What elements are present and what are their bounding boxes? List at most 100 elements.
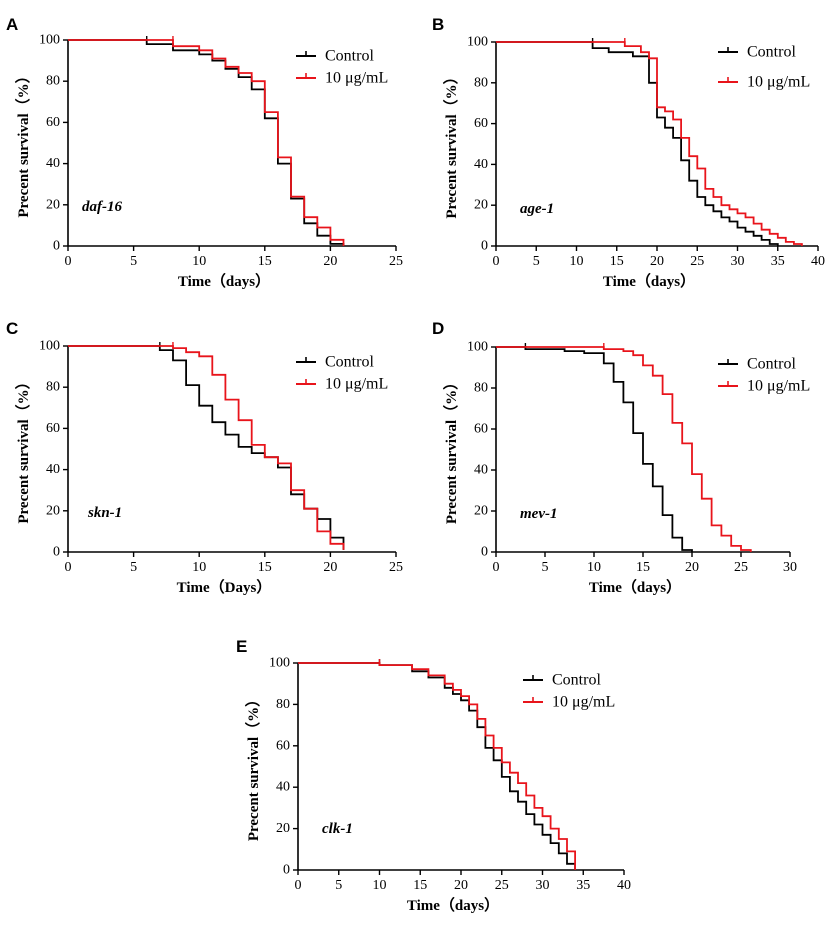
x-tick-label: 25 [389,560,403,575]
x-tick-label: 5 [542,560,549,575]
y-axis-title: Precent survival（%） [442,69,460,218]
y-tick-label: 20 [474,198,488,213]
legend-label: 10 μg/mL [747,378,810,395]
y-tick-label: 20 [46,503,60,518]
panel-a: A 0 20 40 60 80 100 0 5 10 15 20 25 Time（days） Precent… [6,15,403,290]
y-tick-label: 80 [474,75,488,90]
y-tick-label: 100 [269,656,290,671]
x-axis-title: Time（days） [407,896,499,914]
x-tick-label: 5 [335,878,342,893]
series-treatment-line [68,39,345,246]
x-tick-label: 25 [495,878,509,893]
legend: Control 10 μg/mL [718,356,810,395]
x-tick-label: 30 [731,254,745,269]
y-axis-title: Precent survival（%） [14,374,32,523]
x-tick-label: 15 [258,254,272,269]
gene-label: clk-1 [322,821,353,837]
y-axis-title: Precent survival（%） [244,692,262,841]
y-tick-label: 100 [467,340,488,355]
x-tick-label: 10 [373,878,387,893]
panel-label-c: C [6,319,18,338]
y-tick-label: 40 [474,463,488,478]
y-tick-label: 20 [46,197,60,212]
gene-label: age-1 [520,201,554,217]
x-tick-label: 20 [323,254,337,269]
legend-label: 10 μg/mL [325,376,388,393]
series-control-line [68,39,345,246]
panel-b: B 0 20 40 60 80 100 0 5 10 15 20 25 30 35 40 Time（days） P… [432,15,825,290]
y-tick-label: 0 [481,545,488,560]
x-tick-label: 0 [493,254,500,269]
gene-label: daf-16 [82,199,122,215]
x-axis-title: Time（Days） [177,578,272,596]
legend-label: Control [747,356,796,373]
x-tick-label: 10 [192,560,206,575]
x-tick-label: 5 [130,560,137,575]
y-tick-label: 20 [276,821,290,836]
x-tick-label: 10 [587,560,601,575]
series-treatment-line [298,662,576,870]
y-tick-label: 20 [474,504,488,519]
panel-label-b: B [432,15,444,34]
y-tick-label: 40 [474,157,488,172]
legend-label: Control [552,672,601,689]
series-treatment-line [496,346,752,552]
y-tick-label: 100 [39,339,60,354]
x-tick-label: 25 [690,254,704,269]
x-tick-label: 15 [636,560,650,575]
y-tick-label: 80 [46,74,60,89]
y-tick-label: 60 [474,116,488,131]
y-tick-label: 100 [467,35,488,50]
y-tick-label: 100 [39,33,60,48]
x-tick-label: 35 [771,254,785,269]
legend-label: 10 μg/mL [325,70,388,87]
y-tick-label: 0 [481,239,488,254]
x-axis-title: Time（days） [603,272,695,290]
legend: Control 10 μg/mL [523,672,615,711]
x-tick-label: 20 [454,878,468,893]
gene-label: mev-1 [520,506,557,522]
y-tick-label: 80 [474,381,488,396]
x-tick-label: 0 [295,878,302,893]
legend-label: 10 μg/mL [747,74,810,91]
panel-label-d: D [432,319,444,338]
series-treatment-line [68,345,345,550]
series-control-line [496,41,779,246]
y-tick-label: 60 [276,738,290,753]
x-tick-label: 20 [323,560,337,575]
panel-label-e: E [236,637,247,656]
x-tick-label: 5 [130,254,137,269]
y-tick-label: 60 [46,421,60,436]
legend: Control 10 μg/mL [296,354,388,393]
x-tick-label: 15 [610,254,624,269]
y-axis-title: Precent survival（%） [442,375,460,524]
x-tick-label: 5 [533,254,540,269]
legend: Control 10 μg/mL [718,44,810,91]
panel-e: E 0 20 40 60 80 100 0 5 10 15 20 25 30 35 40 Time（days） P… [236,637,631,914]
y-tick-label: 0 [283,863,290,878]
x-tick-label: 25 [734,560,748,575]
x-tick-label: 25 [389,254,403,269]
y-tick-label: 80 [276,697,290,712]
series-treatment-line [496,41,803,246]
y-tick-label: 60 [46,115,60,130]
x-tick-label: 20 [685,560,699,575]
gene-label: skn-1 [87,505,122,521]
x-tick-label: 40 [617,878,631,893]
y-tick-label: 40 [276,780,290,795]
x-tick-label: 30 [536,878,550,893]
x-tick-label: 15 [413,878,427,893]
x-tick-label: 40 [811,254,825,269]
y-tick-label: 40 [46,156,60,171]
y-tick-label: 60 [474,422,488,437]
panel-d: D 0 20 40 60 80 100 0 5 10 15 20 25 30 Time（days） Prece… [432,319,810,596]
x-tick-label: 0 [493,560,500,575]
x-axis-title: Time（days） [178,272,270,290]
series-control-line [298,662,576,870]
y-tick-label: 0 [53,239,60,254]
legend-label: Control [747,44,796,61]
legend: Control 10 μg/mL [296,48,388,87]
panel-label-a: A [6,15,18,34]
x-tick-label: 0 [65,254,72,269]
